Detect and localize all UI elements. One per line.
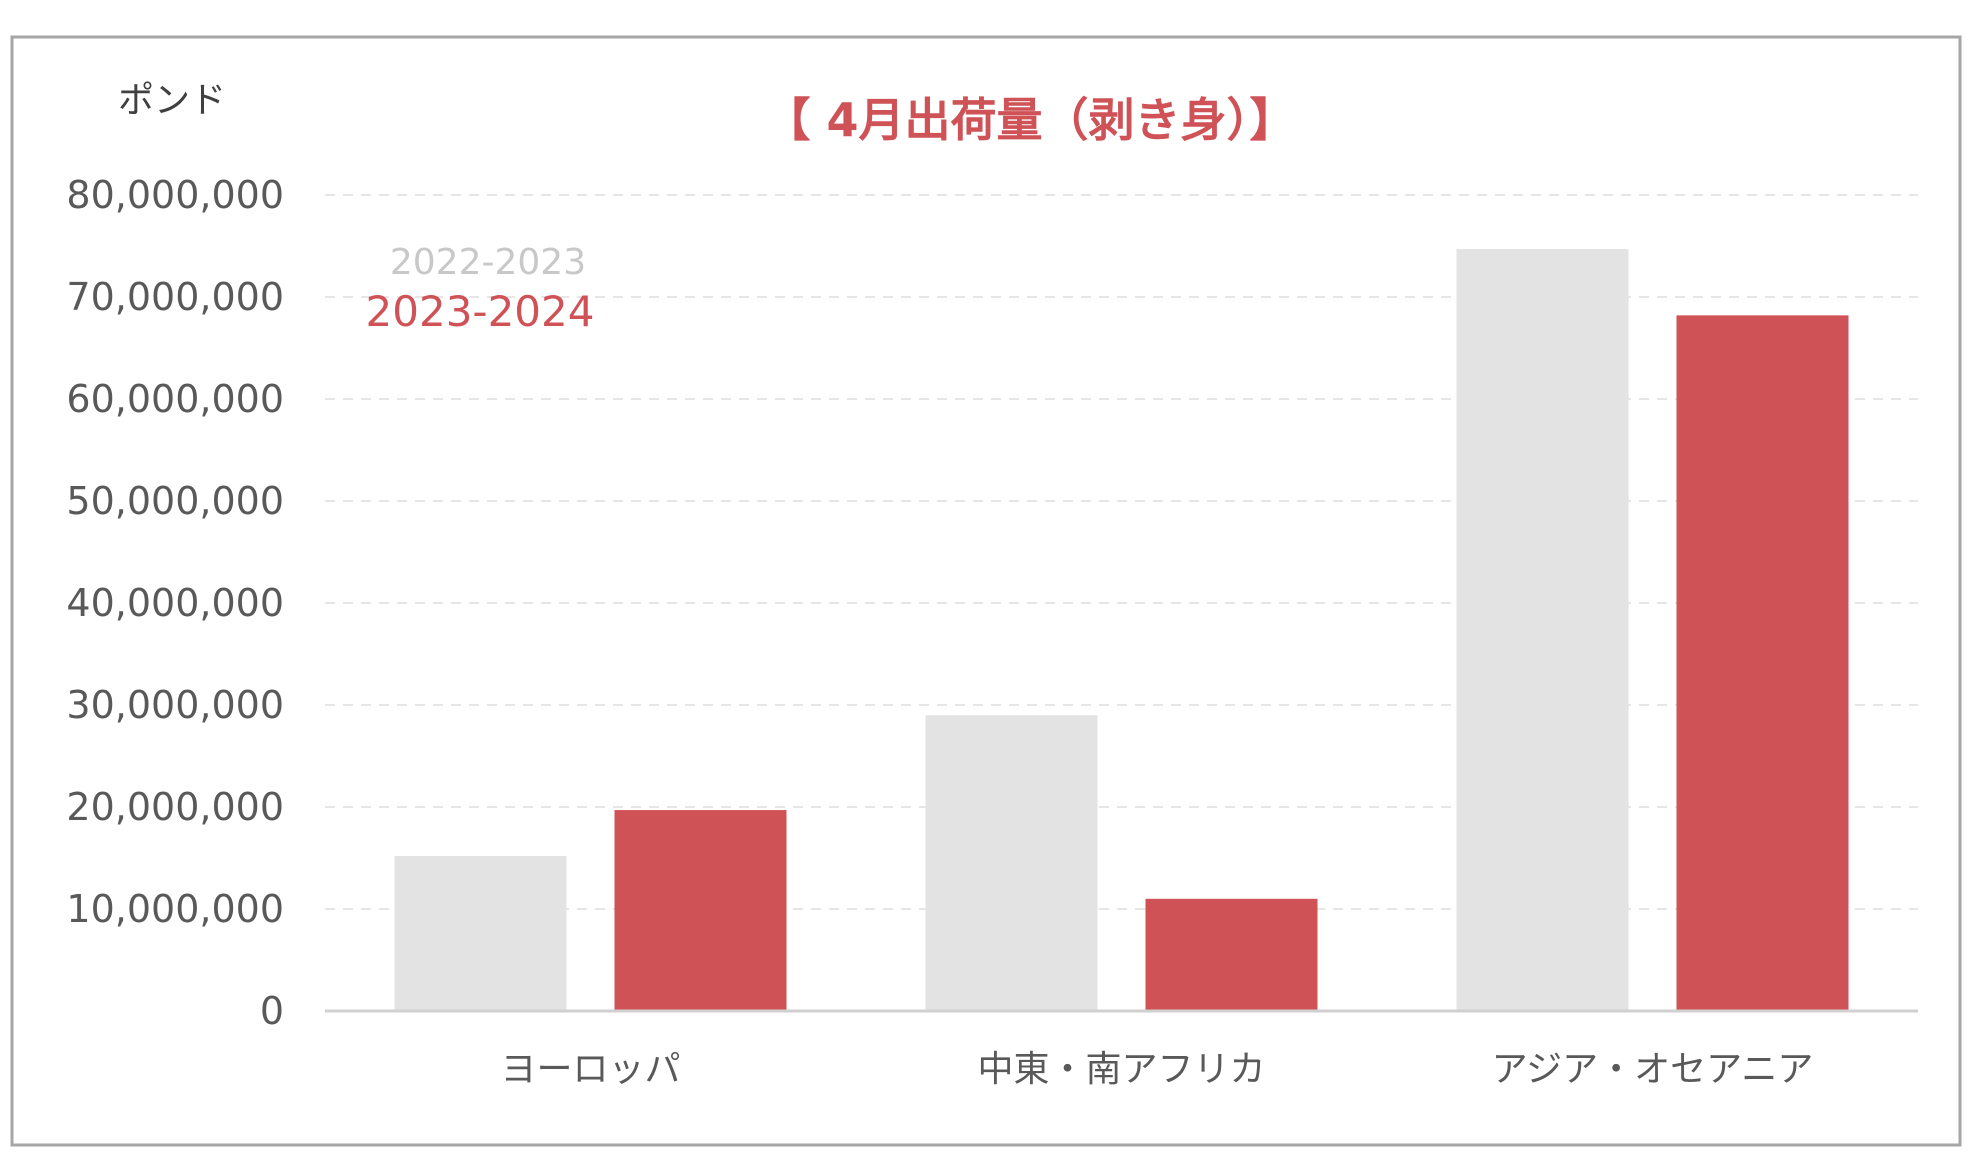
y-tick-label: 10,000,000 xyxy=(66,887,284,931)
legend: 2022-2023 2023-2024 xyxy=(366,242,595,336)
bar-2-1 xyxy=(614,810,787,1011)
bar-1-3 xyxy=(1456,249,1629,1011)
legend-series-1: 2022-2023 xyxy=(390,242,586,283)
y-tick-label: 70,000,000 xyxy=(66,275,284,319)
y-tick-label: 20,000,000 xyxy=(66,785,284,829)
y-tick-label: 40,000,000 xyxy=(66,581,284,625)
y-tick-label: 30,000,000 xyxy=(66,683,284,727)
y-axis-ticks: 0 10,000,000 20,000,000 30,000,000 40,000,00… xyxy=(66,173,284,1033)
bar-1-1 xyxy=(394,855,567,1011)
x-axis-ticks: ヨーロッパ 中東・南アフリカ アジア・オセアニア xyxy=(500,1049,1813,1090)
y-tick-label: 60,000,000 xyxy=(66,377,284,421)
bar-2-3 xyxy=(1676,315,1849,1011)
x-tick-label: ヨーロッパ xyxy=(500,1049,680,1090)
y-tick-label: 0 xyxy=(260,989,284,1033)
chart-title: 【 4月出荷量（剥き身）】 xyxy=(764,93,1295,147)
y-tick-label: 50,000,000 xyxy=(66,479,284,523)
y-axis-unit-label: ポンド xyxy=(118,80,226,121)
bar-1-2 xyxy=(925,715,1098,1011)
bars xyxy=(394,249,1849,1011)
x-tick-label: アジア・オセアニア xyxy=(1492,1049,1814,1090)
legend-series-2: 2023-2024 xyxy=(366,287,595,336)
bar-2-2 xyxy=(1145,898,1318,1011)
gridlines xyxy=(325,194,1918,910)
x-tick-label: 中東・南アフリカ xyxy=(977,1049,1265,1090)
y-tick-label: 80,000,000 xyxy=(66,173,284,217)
